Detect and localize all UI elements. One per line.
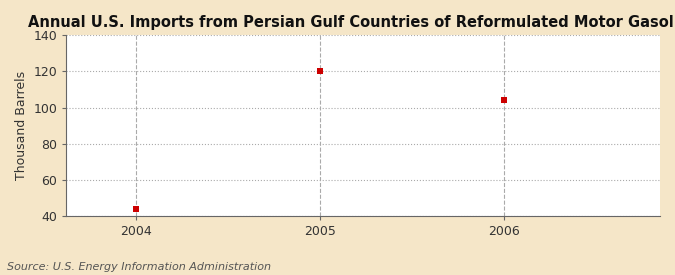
Title: Annual U.S. Imports from Persian Gulf Countries of Reformulated Motor Gasoline: Annual U.S. Imports from Persian Gulf Co…	[28, 15, 675, 30]
Y-axis label: Thousand Barrels: Thousand Barrels	[15, 71, 28, 180]
Text: Source: U.S. Energy Information Administration: Source: U.S. Energy Information Administ…	[7, 262, 271, 272]
